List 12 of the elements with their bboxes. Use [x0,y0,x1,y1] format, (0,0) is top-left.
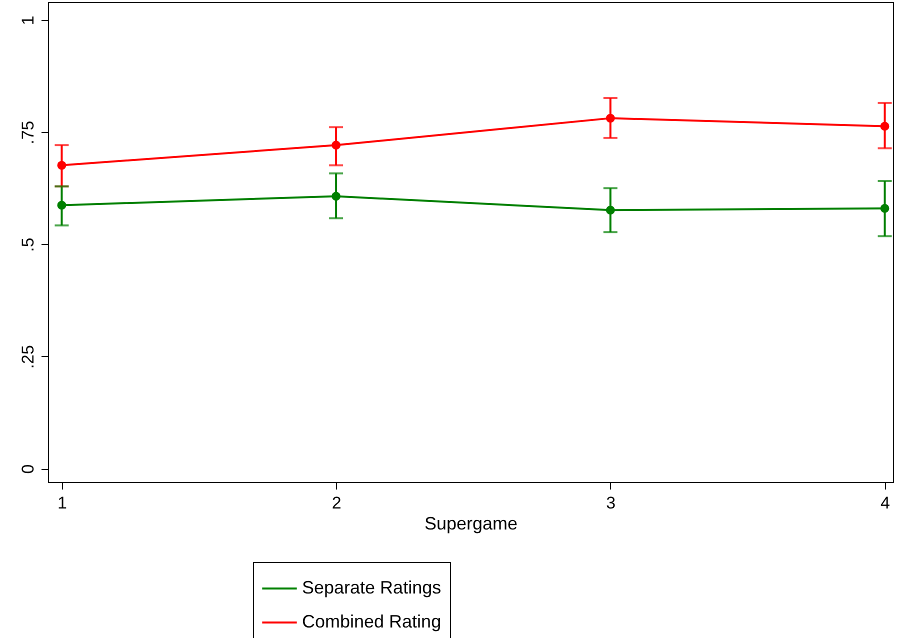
y-tick-label: 1 [18,16,38,26]
legend-label: Combined Rating [302,612,442,632]
y-tick-label: 0 [18,464,38,474]
x-tick-label: 1 [57,494,67,512]
y-tick-label: .75 [18,120,38,144]
y-tick-label: .25 [18,345,38,369]
x-tick-label: 3 [606,494,616,512]
x-tick-label: 4 [880,494,890,512]
x-tick-label: 2 [332,494,342,512]
x-axis-title: Supergame [424,514,518,534]
y-tick-label: .5 [18,238,38,252]
legend-label: Separate Ratings [302,578,442,598]
